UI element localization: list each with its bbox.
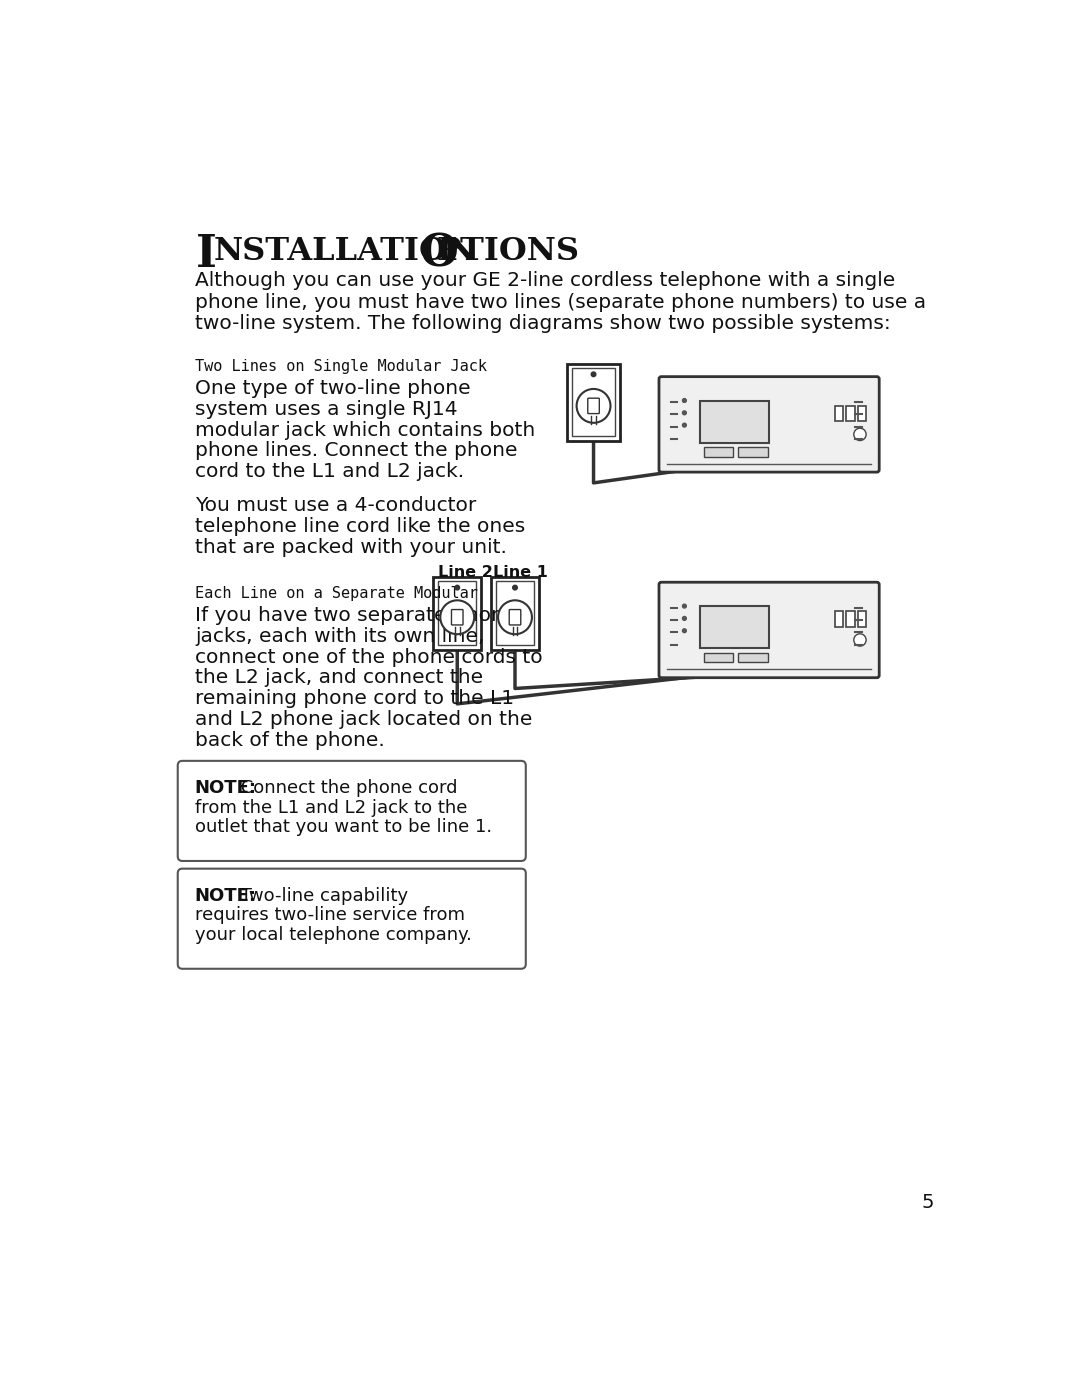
Text: remaining phone cord to the L1: remaining phone cord to the L1 [195,690,514,708]
Circle shape [455,585,460,589]
Text: If you have two separate phone: If you have two separate phone [195,606,517,625]
Circle shape [683,605,686,609]
Circle shape [683,617,686,620]
FancyBboxPatch shape [433,577,481,650]
FancyBboxPatch shape [178,761,526,861]
Text: NOTE:: NOTE: [194,779,257,797]
Text: I: I [195,232,216,276]
Text: that are packed with your unit.: that are packed with your unit. [195,537,508,556]
FancyBboxPatch shape [572,368,616,436]
Text: Although you can use your GE 2-line cordless telephone with a single: Although you can use your GE 2-line cord… [195,271,895,290]
Text: two-line system. The following diagrams show two possible systems:: two-line system. The following diagrams … [195,315,891,334]
FancyBboxPatch shape [438,581,476,646]
Text: system uses a single RJ14: system uses a single RJ14 [195,400,458,419]
Circle shape [683,629,686,632]
FancyBboxPatch shape [496,581,535,646]
Text: phone line, you must have two lines (separate phone numbers) to use a: phone line, you must have two lines (sep… [195,293,927,312]
Text: phone lines. Connect the phone: phone lines. Connect the phone [195,441,518,460]
Text: 5: 5 [921,1193,934,1212]
Text: O: O [419,232,458,276]
FancyBboxPatch shape [659,583,879,677]
Circle shape [577,389,610,423]
Text: telephone line cord like the ones: telephone line cord like the ones [195,517,526,536]
Text: requires two-line service from: requires two-line service from [194,907,464,925]
Text: Two-line capability: Two-line capability [234,888,408,905]
Bar [846,405,854,422]
Text: jacks, each with its own line,: jacks, each with its own line, [195,627,485,646]
FancyBboxPatch shape [567,364,620,441]
Text: Each Line on a Separate Modular: Each Line on a Separate Modular [195,587,478,600]
Text: connect one of the phone cords to: connect one of the phone cords to [195,647,543,666]
Text: One type of two-line phone: One type of two-line phone [195,379,471,398]
Bar [858,611,866,627]
Circle shape [854,633,866,646]
Text: cord to the L1 and L2 jack.: cord to the L1 and L2 jack. [195,462,464,481]
Bar [835,611,843,627]
Text: Two Lines on Single Modular Jack: Two Lines on Single Modular Jack [195,359,487,374]
Text: your local telephone company.: your local telephone company. [194,926,472,944]
Bar [739,653,768,662]
FancyBboxPatch shape [491,577,539,650]
Circle shape [683,411,686,415]
Circle shape [498,600,532,635]
Circle shape [683,423,686,427]
FancyBboxPatch shape [588,398,599,414]
Bar [704,653,733,662]
Text: the L2 jack, and connect the: the L2 jack, and connect the [195,669,484,687]
FancyBboxPatch shape [510,610,521,625]
Bar [858,405,866,422]
Text: from the L1 and L2 jack to the: from the L1 and L2 jack to the [194,798,467,816]
Text: You must use a 4-conductor: You must use a 4-conductor [195,496,476,515]
Circle shape [591,372,596,376]
Text: back of the phone.: back of the phone. [195,731,386,750]
Text: Line 2: Line 2 [438,565,492,580]
Bar [700,606,769,649]
Circle shape [441,600,474,635]
Text: PTIONS: PTIONS [436,236,580,267]
Bar [846,611,854,627]
Text: NOTE:: NOTE: [194,888,257,905]
Text: modular jack which contains both: modular jack which contains both [195,420,536,440]
Text: NSTALLATION: NSTALLATION [213,236,476,267]
FancyBboxPatch shape [451,610,463,625]
FancyBboxPatch shape [178,868,526,969]
Circle shape [513,585,517,589]
Bar [835,405,843,422]
Text: outlet that you want to be line 1.: outlet that you want to be line 1. [194,818,491,835]
Bar [739,448,768,456]
Text: and L2 phone jack located on the: and L2 phone jack located on the [195,710,532,730]
Bar [700,400,769,442]
FancyBboxPatch shape [659,376,879,473]
Bar [704,448,733,456]
Text: Line 1: Line 1 [494,565,549,580]
Circle shape [683,398,686,403]
Circle shape [854,429,866,441]
Text: Connect the phone cord: Connect the phone cord [234,779,457,797]
